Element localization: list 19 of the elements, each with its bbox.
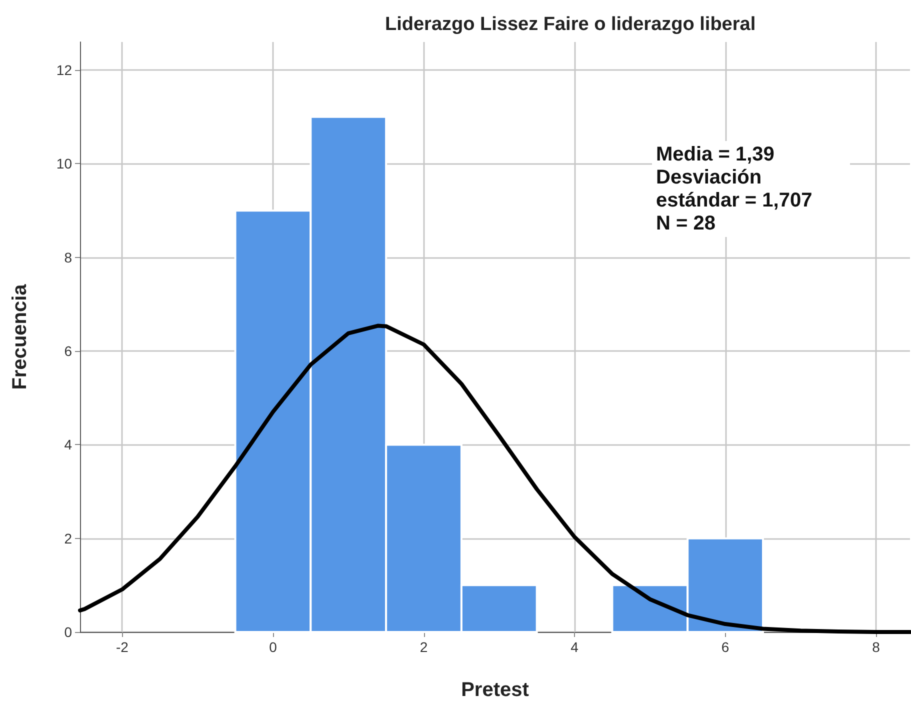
y-axis-title: Frecuencia: [9, 283, 31, 390]
y-tick-label: 6: [64, 343, 72, 360]
x-tick-label: 4: [570, 639, 579, 655]
y-tick-label: 10: [56, 156, 72, 172]
y-tick-label: 2: [64, 530, 72, 546]
x-tick-label: 0: [269, 639, 278, 655]
y-tick-label: 12: [56, 62, 72, 78]
x-tick-label: -2: [116, 639, 129, 655]
x-tick-label: 2: [420, 639, 428, 655]
y-tick-label: 4: [64, 436, 72, 453]
x-tick-label: 8: [872, 639, 880, 655]
chart-title: Liderazgo Lissez Faire o liderazgo liberal: [385, 14, 756, 35]
y-tick-label: 0: [64, 624, 72, 640]
y-tick-label: 8: [64, 249, 72, 266]
annotation: N = 28: [656, 212, 716, 234]
x-tick-label: 6: [721, 639, 730, 655]
annotation: Desviación estándar = 1,707: [656, 166, 812, 212]
annotation: Media = 1,39: [656, 144, 774, 166]
x-axis-title: Pretest: [461, 679, 530, 701]
